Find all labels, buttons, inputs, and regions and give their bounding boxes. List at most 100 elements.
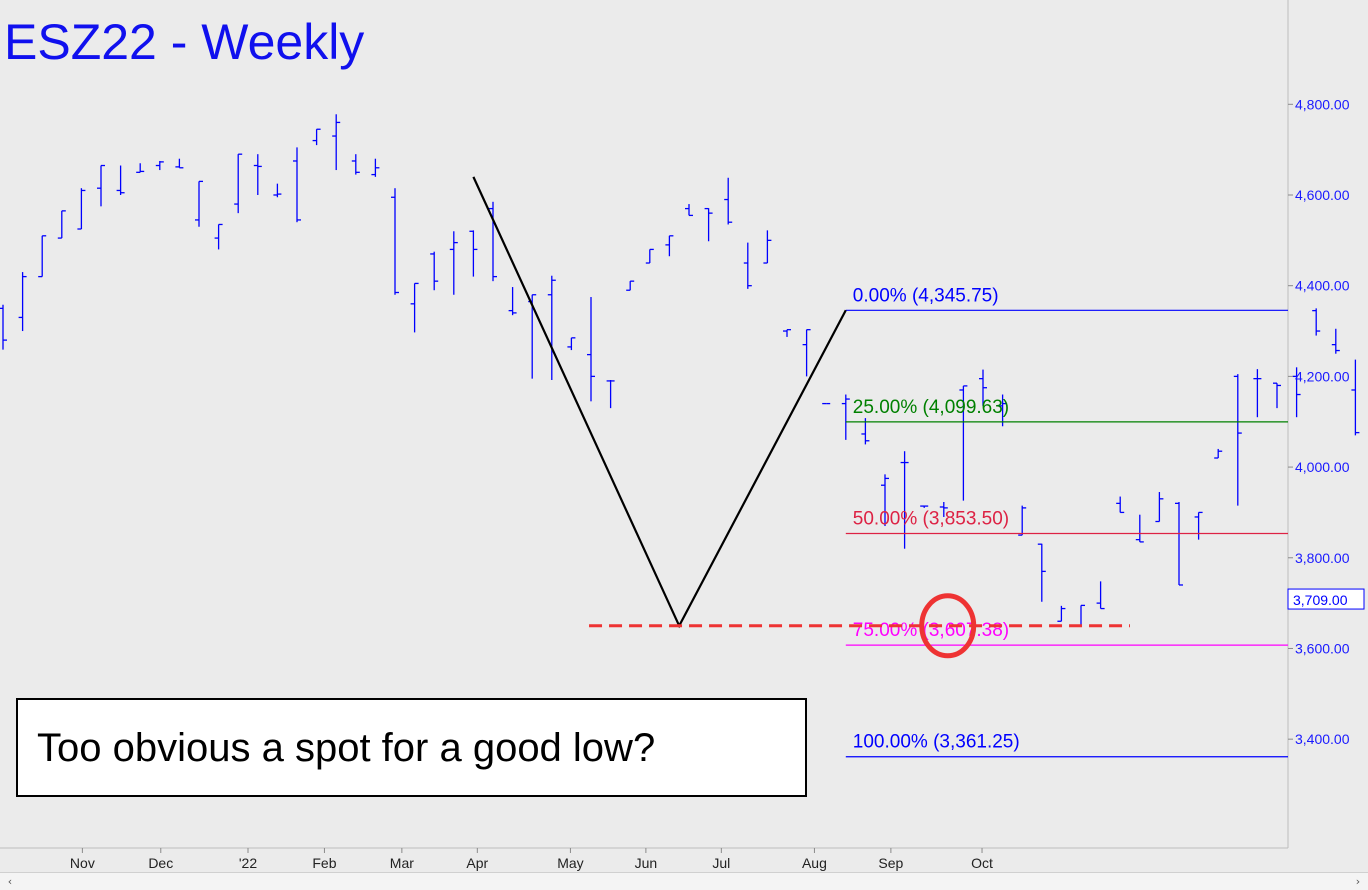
x-tick-label: May	[557, 855, 583, 871]
x-tick-label: Aug	[802, 855, 827, 871]
x-tick-label: Jul	[712, 855, 730, 871]
horizontal-scrollbar[interactable]: ‹ ›	[0, 872, 1368, 890]
ohlc-bar	[1116, 496, 1125, 514]
scroll-right-icon[interactable]: ›	[1355, 875, 1361, 888]
annotation-box	[16, 698, 807, 797]
ohlc-bar	[1253, 369, 1262, 418]
ohlc-bar	[1233, 374, 1242, 506]
x-tick-label: Feb	[312, 855, 336, 871]
fib-level-label: 75.00% (3,607.38)	[853, 620, 1009, 641]
ohlc-bar	[253, 154, 262, 195]
y-tick-label: 3,600.00	[1295, 640, 1350, 656]
x-axis: Nov Dec '22 Feb Mar Apr May Jun Jul Aug Sep Oct	[70, 848, 993, 871]
ohlc-bar	[410, 282, 419, 333]
ohlc-bar	[567, 337, 576, 351]
ohlc-bar	[724, 177, 733, 225]
ohlc-bar	[626, 280, 635, 291]
y-axis: 3,400.00 3,600.00 3,800.00 4,000.00 4,200.00…	[1287, 96, 1365, 747]
ohlc-bar	[665, 235, 674, 257]
last-price-label: 3,709.00	[1293, 592, 1348, 608]
ohlc-bar	[979, 369, 987, 406]
fib-level-label: 0.00% (4,345.75)	[853, 285, 999, 306]
ohlc-bar	[116, 165, 125, 195]
ohlc-bar	[606, 380, 615, 409]
ohlc-bar	[312, 128, 321, 146]
y-tick-label: 4,400.00	[1295, 278, 1350, 294]
ohlc-bar	[57, 210, 66, 239]
x-tick-label: Nov	[70, 855, 95, 871]
ohlc-bar	[1018, 505, 1027, 536]
ohlc-bar	[547, 275, 556, 381]
ohlc-bar	[1214, 448, 1223, 459]
fib-level-label: 50.00% (3,853.50)	[853, 509, 1009, 530]
ohlc-bar	[0, 304, 7, 350]
ohlc-bar	[920, 505, 929, 508]
ohlc-bar	[881, 474, 889, 527]
x-tick-label: Sep	[878, 855, 903, 871]
ohlc-bar	[900, 451, 909, 549]
ohlc-bar	[136, 163, 145, 173]
ohlc-bar	[214, 223, 223, 250]
ohlc-bar	[195, 180, 203, 227]
x-tick-label: Mar	[390, 855, 414, 871]
ohlc-bar	[1194, 511, 1203, 540]
ohlc-bar	[371, 158, 380, 177]
ohlc-bar	[704, 207, 713, 242]
ohlc-bar	[1135, 514, 1144, 543]
ohlc-bar	[175, 158, 184, 169]
ohlc-bar	[1273, 382, 1281, 409]
y-tick-label: 4,000.00	[1295, 459, 1350, 475]
x-tick-label: Apr	[466, 855, 488, 871]
ohlc-bar	[351, 154, 360, 175]
y-tick-label: 4,600.00	[1295, 187, 1350, 203]
chart-canvas: 0.00% (4,345.75) 25.00% (4,099.63) 50.00% …	[0, 0, 1365, 871]
highlight-circle-group	[919, 593, 977, 659]
ohlc-bar	[998, 394, 1007, 427]
ohlc-bar	[1312, 308, 1321, 336]
ohlc-bar	[1292, 367, 1301, 418]
ohlc-bar	[18, 272, 27, 332]
ohlc-bar	[469, 230, 478, 277]
ohlc-bar	[508, 287, 517, 316]
ohlc-bar	[489, 201, 497, 282]
ohlc-bar	[685, 204, 693, 217]
ohlc-bar	[449, 231, 458, 295]
y-tick-label: 4,200.00	[1295, 368, 1350, 384]
ohlc-bar	[841, 394, 850, 440]
ohlc-bar	[391, 188, 399, 295]
ohlc-bar	[38, 235, 47, 278]
y-tick-label: 3,800.00	[1295, 550, 1350, 566]
ohlc-bar	[1331, 328, 1340, 354]
fib-level-label: 25.00% (4,099.63)	[853, 397, 1009, 418]
ohlc-bars	[0, 114, 1360, 627]
ohlc-bar	[273, 183, 282, 198]
x-tick-label: Oct	[971, 855, 993, 871]
ohlc-bar	[1037, 543, 1046, 602]
ohlc-bar	[293, 147, 301, 223]
chart-title: ESZ22 - Weekly	[4, 14, 364, 70]
ohlc-bar	[77, 188, 86, 230]
ohlc-bar	[763, 230, 772, 264]
ohlc-bar	[155, 160, 164, 171]
ohlc-bar	[1175, 501, 1183, 586]
ohlc-bar	[587, 297, 595, 402]
ohlc-bar	[1057, 605, 1066, 622]
annotation-text: Too obvious a spot for a good low?	[37, 726, 655, 770]
x-tick-label: '22	[239, 855, 257, 871]
ohlc-bar	[959, 385, 968, 501]
ohlc-bar	[802, 329, 811, 377]
ohlc-bar	[97, 164, 105, 207]
y-tick-label: 3,400.00	[1295, 731, 1350, 747]
y-tick-label: 4,800.00	[1295, 96, 1350, 112]
x-tick-label: Jun	[635, 855, 658, 871]
ohlc-bar	[1155, 492, 1164, 523]
scroll-left-icon[interactable]: ‹	[7, 875, 13, 888]
x-tick-label: Dec	[148, 855, 173, 871]
ohlc-bar	[430, 251, 439, 291]
ohlc-bar	[939, 501, 948, 517]
highlight-circle	[919, 593, 977, 659]
last-price-box	[1287, 588, 1365, 610]
ohlc-bar	[645, 248, 654, 264]
ohlc-bar	[234, 153, 243, 214]
